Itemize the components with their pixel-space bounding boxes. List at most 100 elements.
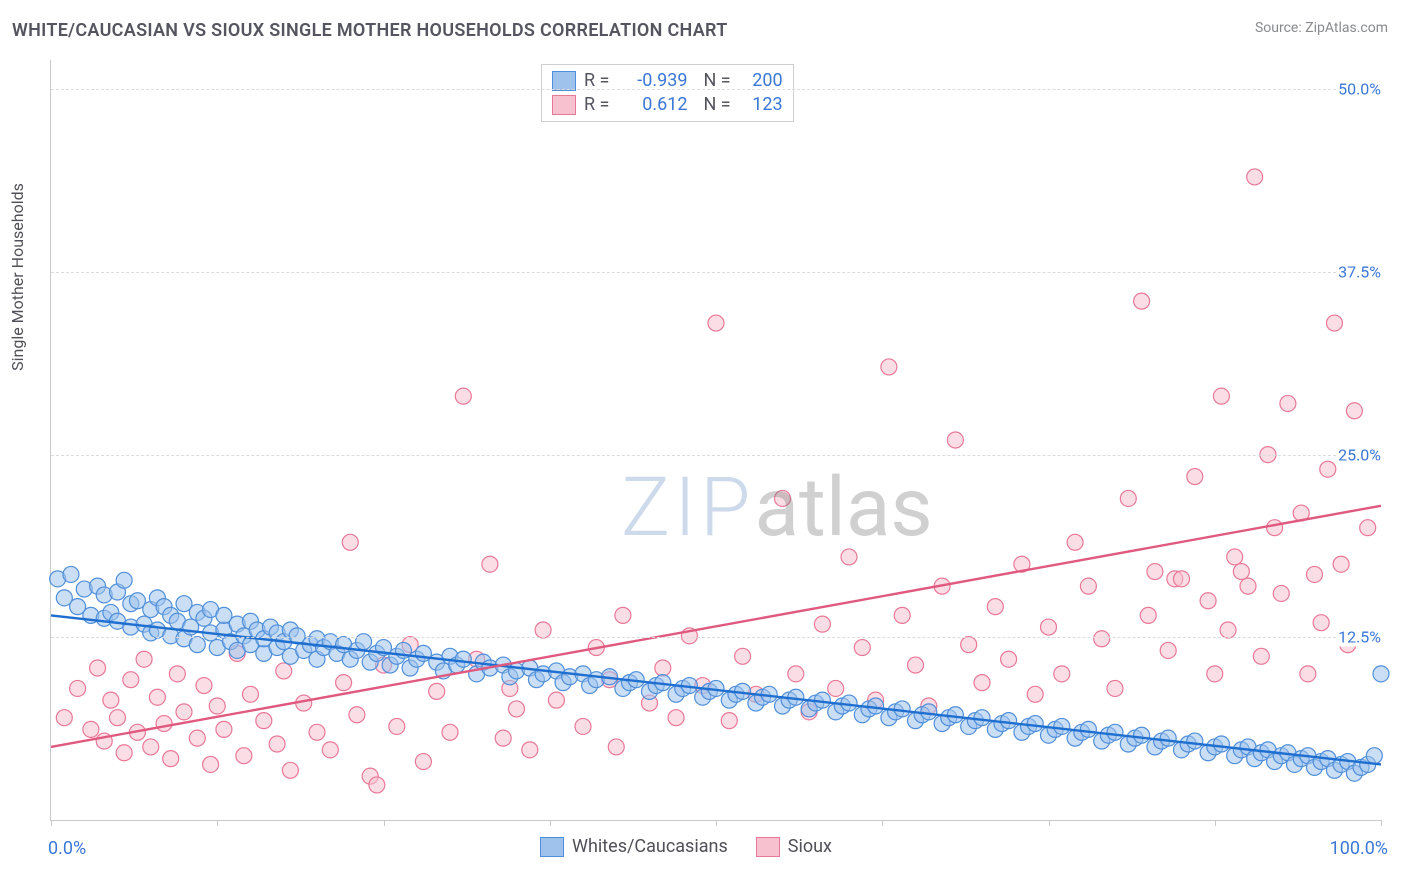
data-point xyxy=(575,718,591,734)
data-point xyxy=(203,756,219,772)
data-point xyxy=(1240,578,1256,594)
data-point xyxy=(1027,716,1043,732)
data-point xyxy=(1120,490,1136,506)
data-point xyxy=(1107,724,1123,740)
y-tick-label: 50.0% xyxy=(1336,80,1383,99)
data-point xyxy=(1280,395,1296,411)
data-point xyxy=(775,490,791,506)
data-point xyxy=(608,739,624,755)
data-point xyxy=(1307,566,1323,582)
data-point xyxy=(1041,619,1057,635)
data-point xyxy=(1267,520,1283,536)
data-point xyxy=(881,359,897,375)
data-point xyxy=(987,599,1003,615)
data-point xyxy=(894,607,910,623)
swatch-blue xyxy=(552,71,576,91)
data-point xyxy=(1080,721,1096,737)
x-tick xyxy=(716,820,717,826)
data-point xyxy=(455,651,471,667)
data-point xyxy=(921,704,937,720)
data-point xyxy=(282,762,298,778)
data-point xyxy=(1207,666,1223,682)
data-point xyxy=(1360,520,1376,536)
data-point xyxy=(1054,666,1070,682)
data-point xyxy=(156,716,172,732)
data-point xyxy=(894,701,910,717)
x-max-label: 100.0% xyxy=(1330,838,1388,859)
data-point xyxy=(615,607,631,623)
legend-label-pink: Sioux xyxy=(788,836,832,857)
data-point xyxy=(548,692,564,708)
data-point xyxy=(1273,585,1289,601)
data-point xyxy=(110,710,126,726)
data-point xyxy=(322,742,338,758)
legend-item-blue: Whites/Caucasians xyxy=(540,836,728,857)
data-point xyxy=(1247,169,1263,185)
data-point xyxy=(356,634,372,650)
gridline-h xyxy=(51,455,1381,456)
x-tick xyxy=(384,820,385,826)
data-point xyxy=(349,707,365,723)
data-point xyxy=(236,748,252,764)
data-point xyxy=(116,745,132,761)
data-point xyxy=(1160,642,1176,658)
data-point xyxy=(495,730,511,746)
data-point xyxy=(1001,651,1017,667)
gridline-h xyxy=(51,272,1381,273)
data-point xyxy=(482,556,498,572)
data-point xyxy=(389,718,405,734)
data-point xyxy=(1174,571,1190,587)
data-point xyxy=(176,704,192,720)
data-point xyxy=(189,730,205,746)
data-point xyxy=(1094,631,1110,647)
data-point xyxy=(735,648,751,664)
data-point xyxy=(1253,648,1269,664)
data-point xyxy=(655,660,671,676)
data-point xyxy=(1333,556,1349,572)
data-point xyxy=(1001,713,1017,729)
data-point xyxy=(708,315,724,331)
data-point xyxy=(814,616,830,632)
x-tick xyxy=(1049,820,1050,826)
data-point xyxy=(1213,736,1229,752)
data-point xyxy=(974,675,990,691)
x-tick xyxy=(1381,820,1382,826)
data-point xyxy=(103,692,119,708)
source-prefix: Source: xyxy=(1255,20,1305,36)
data-point xyxy=(828,680,844,696)
legend-row-pink: R = 0.612 N = 123 xyxy=(552,93,783,117)
data-point xyxy=(961,637,977,653)
data-point xyxy=(1233,564,1249,580)
data-point xyxy=(788,666,804,682)
x-tick xyxy=(882,820,883,826)
data-point xyxy=(90,660,106,676)
data-point xyxy=(216,721,232,737)
data-point xyxy=(1147,564,1163,580)
legend-item-pink: Sioux xyxy=(756,836,832,857)
data-point xyxy=(256,713,272,729)
data-point xyxy=(1366,748,1382,764)
data-point xyxy=(1187,733,1203,749)
series-legend: Whites/Caucasians Sioux xyxy=(540,836,832,857)
source-link[interactable]: ZipAtlas.com xyxy=(1305,20,1388,36)
data-point xyxy=(56,710,72,726)
y-tick-label: 12.5% xyxy=(1336,628,1383,647)
plot-area: R = -0.939 N = 200 R = 0.612 N = 123 ZIP… xyxy=(50,60,1381,821)
data-point xyxy=(442,724,458,740)
svg-layer xyxy=(51,60,1381,820)
data-point xyxy=(269,736,285,752)
data-point xyxy=(243,686,259,702)
data-point xyxy=(169,666,185,682)
y-tick-label: 37.5% xyxy=(1336,262,1383,281)
data-point xyxy=(1220,622,1236,638)
data-point xyxy=(342,534,358,550)
swatch-pink-bottom xyxy=(756,837,780,857)
data-point xyxy=(1346,403,1362,419)
data-point xyxy=(1107,680,1123,696)
data-point xyxy=(1054,718,1070,734)
data-point xyxy=(1227,549,1243,565)
data-point xyxy=(1027,686,1043,702)
x-tick xyxy=(51,820,52,826)
data-point xyxy=(1187,469,1203,485)
x-min-label: 0.0% xyxy=(48,838,86,859)
